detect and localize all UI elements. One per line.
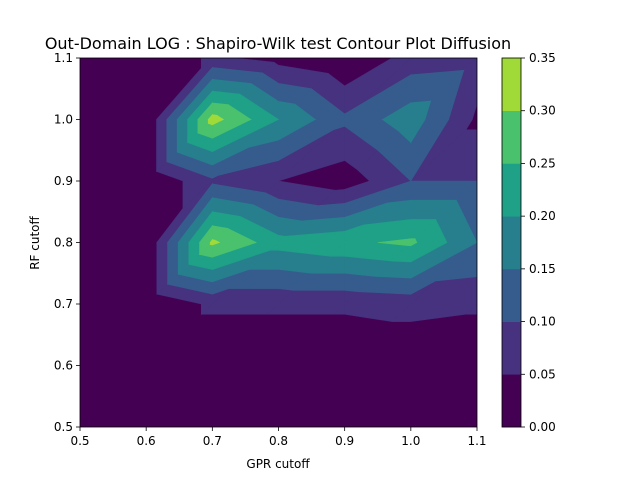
- y-tick-label: 0.5: [54, 420, 73, 434]
- colorbar-tick-label: 0.20: [529, 209, 556, 223]
- colorbar-tick-label: 0.10: [529, 315, 556, 329]
- colorbar-tick-label: 0.05: [529, 367, 556, 381]
- y-axis-label: RF cutoff: [28, 215, 42, 269]
- colorbar-swatch: [502, 321, 521, 375]
- plot-area: [80, 58, 477, 427]
- colorbar-frame: [501, 57, 522, 428]
- contour-fill: [207, 113, 225, 246]
- colorbar-swatch: [502, 374, 521, 428]
- colorbar-tick-label: 0.00: [529, 420, 556, 434]
- colorbar-swatch: [502, 110, 521, 164]
- x-tick-label: 0.5: [70, 434, 89, 448]
- y-tick-label: 1.1: [54, 51, 73, 65]
- colorbar-tick-label: 0.25: [529, 156, 556, 170]
- colorbar-swatch: [502, 268, 521, 322]
- colorbar: 0.00 0.05 0.10 0.15 0.20 0.25 0.30 0.35: [501, 51, 556, 434]
- colorbar-swatch: [502, 216, 521, 270]
- y-tick-label: 0.7: [54, 297, 73, 311]
- colorbar-tick-label: 0.15: [529, 262, 556, 276]
- contour-band-0.30: [207, 113, 225, 246]
- x-tick-label: 1.0: [401, 434, 420, 448]
- x-axis-label: GPR cutoff: [246, 457, 310, 471]
- x-tick-label: 0.9: [335, 434, 354, 448]
- axes: 0.5 0.6 0.7 0.8 0.9 1.0 1.1 0.5 0.6 0.7 0.8 0.9 1.0 1…: [54, 51, 487, 448]
- colorbar-swatch: [502, 163, 521, 217]
- y-tick-label: 0.9: [54, 174, 73, 188]
- y-tick-label: 0.8: [54, 236, 73, 250]
- y-tick-label: 0.6: [54, 359, 73, 373]
- x-tick-label: 0.8: [269, 434, 288, 448]
- colorbar-tick-label: 0.35: [529, 51, 556, 65]
- x-tick-label: 0.7: [203, 434, 222, 448]
- x-tick-label: 1.1: [467, 434, 486, 448]
- colorbar-swatch: [502, 58, 521, 112]
- x-tick-label: 0.6: [137, 434, 156, 448]
- colorbar-tick-label: 0.30: [529, 104, 556, 118]
- y-tick-label: 1.0: [54, 113, 73, 127]
- chart-title: Out-Domain LOG : Shapiro-Wilk test Conto…: [45, 34, 511, 53]
